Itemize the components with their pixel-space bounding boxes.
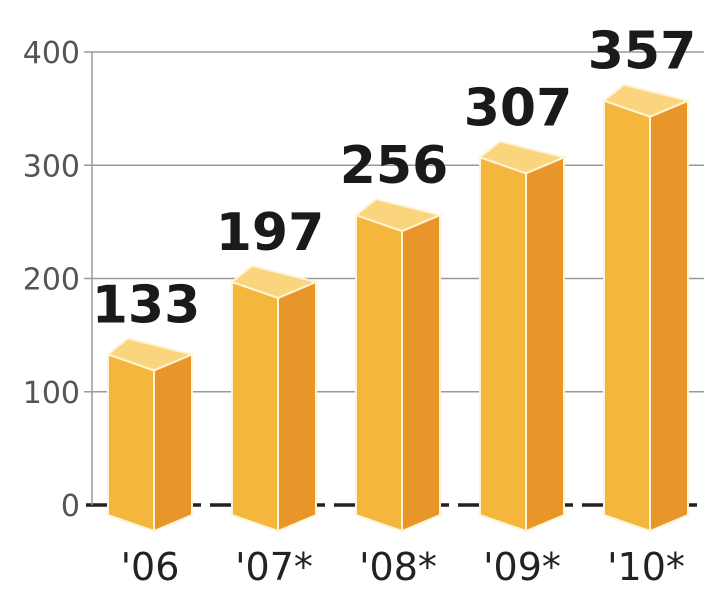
bar-top — [229, 264, 320, 299]
category-label: '10* — [607, 545, 685, 589]
y-tick-label: 200 — [23, 263, 80, 298]
bar-front — [479, 155, 527, 533]
labels: 0 100 200 300 400 133 '06 197 '07* 256 '08* 307 '09*… — [23, 22, 697, 589]
bar-side — [525, 155, 565, 533]
value-label: 256 — [340, 136, 449, 196]
bar-side — [153, 352, 193, 533]
bar-front — [107, 352, 155, 533]
value-label: 307 — [464, 78, 573, 138]
bar — [601, 83, 692, 533]
bars — [105, 83, 692, 533]
category-label: '08* — [359, 545, 437, 589]
category-label: '09* — [483, 545, 561, 589]
value-label: 357 — [588, 22, 697, 82]
y-tick-label: 100 — [23, 376, 80, 411]
bar-front — [231, 280, 279, 533]
y-tick-label: 300 — [23, 149, 80, 184]
value-label: 133 — [92, 275, 201, 335]
bar-top — [105, 337, 196, 372]
category-label: '07* — [235, 545, 313, 589]
bar-front — [603, 99, 651, 533]
bar — [105, 337, 196, 533]
bar — [353, 197, 444, 533]
category-label: '06 — [121, 545, 180, 589]
bar-top — [601, 83, 692, 118]
bar — [229, 264, 320, 533]
bar-side — [649, 99, 689, 533]
bar-top — [477, 140, 568, 175]
y-tick-label: 0 — [61, 489, 80, 524]
value-label: 197 — [216, 203, 325, 263]
y-tick-label: 400 — [23, 36, 80, 71]
bar-side — [401, 213, 441, 533]
bar-top — [353, 197, 444, 233]
bar-front — [355, 213, 403, 533]
bar-side — [277, 280, 317, 533]
bar — [477, 140, 568, 533]
